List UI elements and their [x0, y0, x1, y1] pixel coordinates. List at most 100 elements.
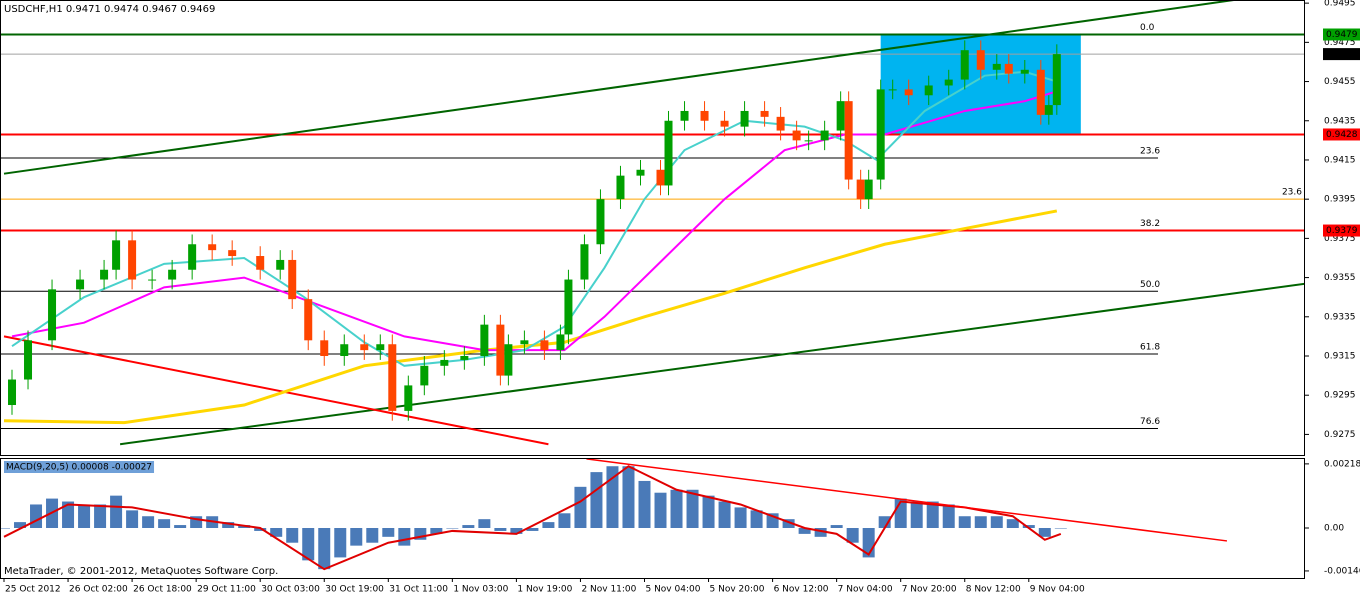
- x-tick-label: 30 Oct 03:00: [261, 585, 320, 595]
- macd-panel: [0, 458, 1228, 571]
- candle-body: [376, 344, 385, 351]
- macd-signal: [3, 465, 1062, 571]
- candle-body: [804, 140, 813, 142]
- candle-body: [700, 110, 709, 121]
- macd-bar: [14, 522, 27, 528]
- macd-bar: [382, 528, 395, 537]
- y-tick-label: 0.9375: [1324, 234, 1356, 244]
- macd-bar: [94, 504, 107, 528]
- candle-body: [740, 110, 749, 127]
- candle-body: [1036, 69, 1045, 115]
- x-tick-label: 1 Nov 03:00: [453, 585, 508, 595]
- x-tick-label: 7 Nov 04:00: [838, 585, 893, 595]
- macd-bar: [574, 486, 587, 528]
- candle-body: [1044, 105, 1053, 115]
- candle-body: [256, 256, 265, 270]
- symbol-header: USDCHF,H1 0.9471 0.9474 0.9467 0.9469: [4, 4, 215, 15]
- x-tick-label: 26 Oct 02:00: [69, 585, 128, 595]
- macd-y-tick-label: -0.00146: [1324, 566, 1360, 576]
- macd-bar: [222, 522, 235, 528]
- candle-body: [636, 169, 645, 176]
- macd-title: MACD(9,20,5) 0.00008 -0.00027: [6, 463, 152, 473]
- macd-bar: [126, 510, 139, 528]
- candle-body: [904, 89, 913, 96]
- y-tick-label: 0.9415: [1324, 155, 1356, 165]
- macd-bar: [830, 525, 843, 528]
- macd-bar: [158, 519, 171, 528]
- candle-body: [680, 110, 689, 121]
- level-tag-label: 0.9469: [1326, 50, 1358, 60]
- macd-bar: [846, 528, 859, 543]
- candle-body: [580, 244, 589, 280]
- macd-bar: [878, 516, 891, 528]
- macd-y-tick-label: 0.00218: [1324, 459, 1360, 469]
- candle-body: [820, 130, 829, 141]
- candle-body: [228, 250, 237, 257]
- macd-bar: [302, 528, 315, 561]
- candle-body: [720, 120, 729, 127]
- candle-body: [360, 344, 369, 351]
- x-tick-label: 1 Nov 19:00: [517, 585, 572, 595]
- candle-body: [24, 340, 33, 380]
- candle-body: [100, 269, 109, 280]
- macd-bar: [366, 528, 379, 543]
- x-tick-label: 30 Oct 19:00: [325, 585, 384, 595]
- trendline: [3, 0, 1241, 175]
- macd-bar: [78, 504, 91, 528]
- level-tag-label: 0.9479: [1326, 30, 1358, 40]
- x-tick-label: 8 Nov 12:00: [966, 585, 1021, 595]
- candle-body: [776, 116, 785, 131]
- macd-bar: [542, 522, 555, 528]
- x-tick-label: 31 Oct 11:00: [389, 585, 448, 595]
- candle-body: [148, 279, 157, 281]
- candle-body: [288, 259, 297, 300]
- candle-body: [404, 385, 413, 411]
- candle-body: [596, 199, 605, 245]
- macd-bar: [1006, 519, 1019, 528]
- candle-body: [888, 89, 897, 91]
- y-tick-label: 0.9495: [1324, 0, 1356, 9]
- candle-body: [340, 344, 349, 357]
- macd-bar: [142, 516, 155, 528]
- fib-label: 61.8: [1140, 343, 1160, 353]
- macd-bar: [926, 501, 939, 528]
- y-tick-label: 0.9275: [1324, 430, 1356, 440]
- macd-bar: [510, 528, 523, 534]
- candle-body: [656, 169, 665, 186]
- candle-body: [540, 340, 549, 351]
- macd-bar: [958, 516, 971, 528]
- x-tick-label: 5 Nov 04:00: [645, 585, 700, 595]
- candle-body: [664, 120, 673, 186]
- macd-bar: [110, 495, 123, 528]
- candle-body: [992, 63, 1001, 70]
- price-frame: [0, 0, 1305, 456]
- y-tick-label: 0.9395: [1324, 195, 1356, 205]
- candle-body: [76, 279, 85, 290]
- candle-body: [616, 175, 625, 200]
- candle-body: [276, 259, 285, 270]
- y-tick-label: 0.9475: [1324, 38, 1356, 48]
- price-panel: 0.0 23.6 38.2 50.0 61.8 76.6 23.6: [0, 0, 1305, 446]
- level-tag: [1323, 28, 1360, 41]
- macd-bar: [446, 528, 459, 529]
- moving-average: [11, 70, 1058, 367]
- macd-y-tick-label: 0.00: [1324, 524, 1344, 534]
- candle-body: [960, 50, 969, 80]
- macd-bar: [398, 528, 411, 546]
- macd-title-bg: [4, 461, 155, 473]
- x-tick-label: 26 Oct 18:00: [133, 585, 192, 595]
- candle-body: [760, 110, 769, 117]
- x-tick-label: 9 Nov 04:00: [1030, 585, 1085, 595]
- y-tick-label: 0.9295: [1324, 391, 1356, 401]
- macd-bar: [558, 513, 571, 528]
- macd-bar: [254, 528, 267, 531]
- x-tick-label: 5 Nov 20:00: [710, 585, 765, 595]
- fib-label: 0.0: [1140, 23, 1155, 33]
- macd-bar: [30, 504, 43, 528]
- candle-body: [48, 289, 57, 341]
- y-tick-label: 0.9335: [1324, 312, 1356, 322]
- level-tag: [1323, 48, 1360, 61]
- macd-bar: [462, 525, 475, 528]
- candle-body: [856, 179, 865, 200]
